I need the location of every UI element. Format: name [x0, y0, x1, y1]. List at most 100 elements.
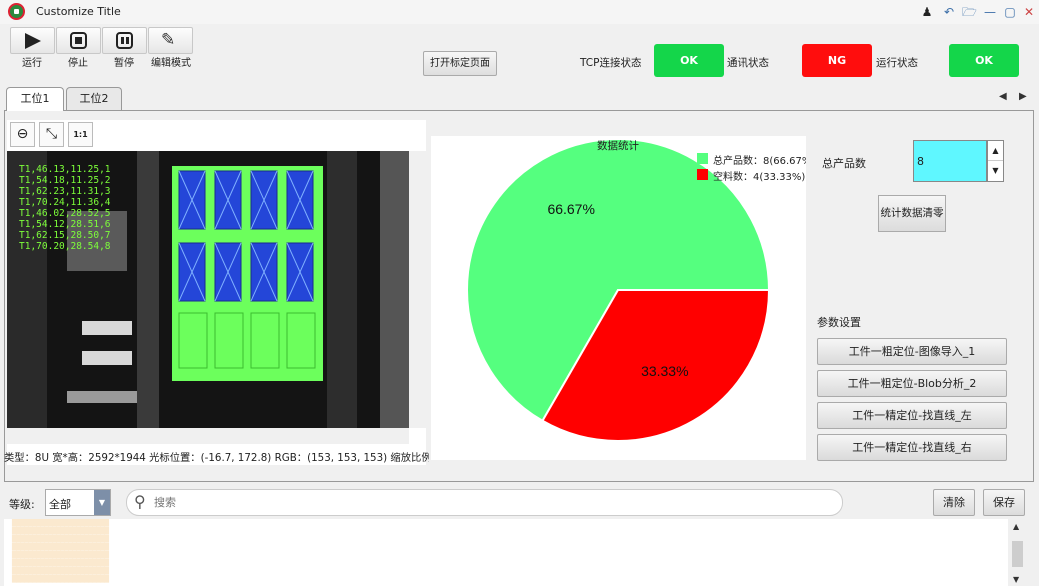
coordinate-overlay-text: T1,46.02,28.52,5: [19, 208, 111, 219]
pause-label: 暂停: [114, 58, 134, 69]
log-line: ████████████████████████: [12, 567, 109, 575]
param-button-line-left[interactable]: 工件一精定位-找直线_左: [817, 402, 1007, 429]
pie-slice-label-1: 33.33%: [641, 363, 688, 379]
spin-up-icon[interactable]: ▲: [988, 141, 1003, 161]
log-line: ████████████████████████: [12, 575, 109, 583]
chart-title: 数据统计: [597, 140, 639, 152]
parameter-settings-label: 参数设置: [817, 316, 861, 329]
image-status-text: 类型：8U 宽*高：2592*1944 光标位置：(-16.7, 172.8) …: [4, 452, 429, 464]
detected-part-cross: [214, 170, 242, 230]
coordinate-overlay-text: T1,54.18,11.25,2: [19, 175, 111, 186]
zoom-out-icon[interactable]: ⊖: [10, 122, 35, 147]
tab-station-1[interactable]: 工位1: [6, 87, 64, 111]
coordinate-overlay-text: T1,54.12,28.51,6: [19, 219, 111, 230]
edit-mode-label: 编辑模式: [151, 58, 191, 69]
legend-label-empty: 空料数：4(33.33%): [713, 172, 806, 183]
log-level-value: 全部: [49, 498, 71, 511]
search-icon: ⚲: [134, 492, 146, 511]
open-calibration-button[interactable]: 打开标定页面: [423, 51, 497, 76]
total-products-spinner[interactable]: ▲ ▼: [987, 140, 1004, 182]
legend-swatch-total: [697, 153, 708, 164]
detected-part-cross: [214, 242, 242, 302]
detected-part-cross: [250, 242, 278, 302]
tcp-status-indicator: OK: [654, 44, 724, 77]
run-status-indicator: OK: [949, 44, 1019, 77]
scroll-thumb[interactable]: [1012, 541, 1023, 567]
close-icon[interactable]: ✕: [1023, 5, 1035, 19]
total-products-label: 总产品数: [822, 157, 866, 170]
camera-image-canvas: T1,46.13,11.25,1T1,54.18,11.25,2T1,62.23…: [7, 151, 409, 428]
actual-size-icon[interactable]: 1:1: [68, 122, 93, 147]
log-line: ████████████████████████: [12, 543, 109, 551]
pen-icon: ✎: [161, 30, 176, 50]
detected-part-cross: [250, 170, 278, 230]
empty-slot: [178, 312, 208, 369]
user-icon[interactable]: ♟: [921, 5, 933, 19]
fit-to-window-icon[interactable]: ⤡: [39, 122, 64, 147]
legend-swatch-empty: [697, 169, 708, 180]
legend-label-total: 总产品数：8(66.67%: [713, 156, 806, 167]
coordinate-overlay-text: T1,62.15,28.50,7: [19, 230, 111, 241]
empty-slot: [250, 312, 280, 369]
scroll-down-icon[interactable]: ▼: [1013, 575, 1020, 584]
tab-station-2[interactable]: 工位2: [66, 87, 122, 110]
log-search-input[interactable]: [154, 494, 754, 510]
total-products-field[interactable]: 8: [913, 140, 987, 182]
stop-label: 停止: [68, 58, 88, 69]
minimize-icon[interactable]: —: [984, 5, 996, 19]
pause-icon: [116, 32, 133, 49]
spin-down-icon[interactable]: ▼: [992, 166, 999, 175]
chevron-down-icon[interactable]: ▼: [94, 490, 110, 515]
undo-icon[interactable]: ↶: [943, 5, 955, 19]
coordinate-overlay-text: T1,70.20,28.54,8: [19, 241, 111, 252]
title-bar: [0, 0, 1039, 24]
run-label: 运行: [22, 58, 42, 69]
comm-status-indicator: NG: [802, 44, 872, 77]
tab-scroll-right-icon[interactable]: ▶: [1019, 91, 1027, 102]
play-icon: [25, 33, 41, 49]
detected-part-cross: [178, 170, 206, 230]
empty-slot: [286, 312, 316, 369]
detected-part-cross: [286, 170, 314, 230]
log-line: ████████████████████████: [12, 559, 109, 567]
comm-status-label: 通讯状态: [727, 57, 769, 69]
empty-slot: [214, 312, 244, 369]
camera-image[interactable]: T1,46.13,11.25,1 T1,54.18,11.25,2 T1,62.23…: [7, 151, 409, 428]
pie-chart: 66.67% 33.33%: [466, 138, 771, 442]
scroll-up-icon[interactable]: ▲: [1013, 522, 1020, 531]
clear-log-button[interactable]: 清除: [933, 489, 975, 516]
coordinate-overlay-text: T1,62.23,11.31,3: [19, 186, 111, 197]
clear-stats-button[interactable]: 统计数据清零: [878, 195, 946, 232]
detected-part-cross: [286, 242, 314, 302]
run-button[interactable]: [10, 27, 55, 54]
log-line: ████████████████████████: [12, 551, 109, 559]
stop-button[interactable]: [56, 27, 101, 54]
pie-slice-1: [541, 289, 771, 442]
coordinate-overlay-text: T1,46.13,11.25,1: [19, 164, 111, 175]
log-line: ████████████████████████: [12, 527, 109, 535]
image-vertical-scrollbar[interactable]: [409, 151, 426, 428]
tab-scroll-left-icon[interactable]: ◀: [999, 91, 1007, 102]
stop-icon: [70, 32, 87, 49]
pie-slice-0: [466, 138, 771, 423]
statistics-chart: 66.67% 33.33%: [431, 136, 806, 460]
app-logo-icon: [8, 3, 25, 20]
save-log-button[interactable]: 保存: [983, 489, 1025, 516]
log-line: ████████████████████████: [12, 535, 109, 543]
detected-part-cross: [178, 242, 206, 302]
pie-slice-label-0: 66.67%: [547, 201, 594, 217]
param-button-image-import[interactable]: 工件一粗定位-图像导入_1: [817, 338, 1007, 365]
folder-icon[interactable]: 🗁: [962, 5, 977, 19]
log-list[interactable]: ████████████████████████ ████████████████…: [4, 519, 1008, 586]
param-button-line-right[interactable]: 工件一精定位-找直线_右: [817, 434, 1007, 461]
param-button-blob-analysis[interactable]: 工件一粗定位-Blob分析_2: [817, 370, 1007, 397]
edit-mode-button[interactable]: ✎: [148, 27, 193, 54]
maximize-icon[interactable]: ▢: [1004, 5, 1016, 19]
coordinate-overlay-text: T1,70.24,11.36,4: [19, 197, 111, 208]
window-title: Customize Title: [36, 5, 121, 18]
image-horizontal-scrollbar[interactable]: [7, 428, 409, 444]
pause-button[interactable]: [102, 27, 147, 54]
log-scrollbar[interactable]: ▲ ▼: [1009, 519, 1026, 586]
run-status-label: 运行状态: [876, 57, 918, 69]
tcp-status-label: TCP连接状态: [580, 57, 642, 69]
